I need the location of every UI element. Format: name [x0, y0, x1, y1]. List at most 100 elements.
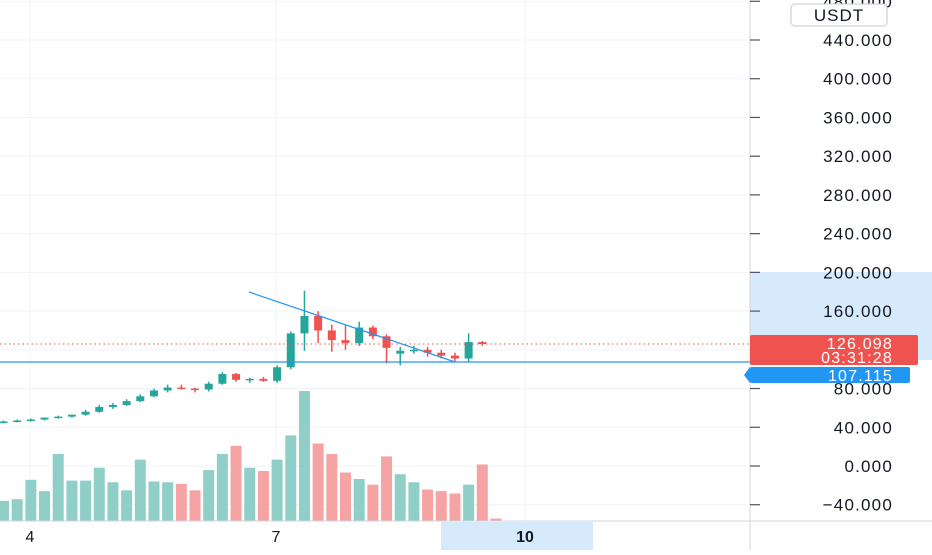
candle-body	[204, 383, 213, 390]
volume-bar	[230, 445, 242, 521]
volume-bar	[340, 472, 351, 521]
candle-body	[13, 420, 22, 422]
volume-bar	[408, 482, 420, 521]
time-axis-label: 4	[26, 529, 35, 546]
price-axis[interactable]: 480.000440.000400.000360.000320.000280.0…	[744, 0, 932, 550]
horizontal-line-value: 107.115	[828, 368, 893, 385]
candle-body	[163, 387, 172, 391]
horizontal-line-arrow	[744, 367, 750, 383]
volume-bar	[189, 490, 201, 521]
axis-tick-label: 160.000	[823, 302, 893, 321]
volume-bars	[0, 391, 502, 521]
axis-tick-label: 440.000	[823, 31, 893, 50]
candle-body	[136, 396, 145, 402]
candle-body	[259, 378, 268, 381]
currency-badge[interactable]: USDT	[790, 3, 888, 27]
volume-bar	[490, 518, 502, 521]
candle-body	[245, 378, 254, 381]
drawing-lines[interactable]	[0, 291, 750, 363]
volume-bar	[476, 464, 488, 521]
volume-bar	[203, 470, 215, 521]
axis-tick-label: 80.000	[834, 380, 893, 399]
volume-bar	[353, 479, 365, 521]
time-range-highlight	[441, 522, 593, 550]
volume-bar	[244, 467, 256, 521]
grid	[0, 0, 750, 521]
candle-body	[122, 401, 131, 406]
volume-bar	[367, 484, 379, 521]
volume-bar	[39, 491, 51, 521]
axis-tick-label: 240.000	[823, 225, 893, 244]
candle-body	[218, 374, 227, 384]
candle-body	[396, 350, 405, 354]
currency-label: USDT	[814, 6, 864, 25]
volume-bar	[435, 491, 447, 521]
volume-bar	[449, 493, 461, 521]
candle-body	[464, 342, 473, 359]
volume-bar	[148, 481, 160, 521]
volume-bar	[107, 482, 119, 521]
horizontal-line-box[interactable]	[750, 367, 910, 383]
candle-body	[382, 336, 391, 348]
volume-bar	[0, 500, 9, 521]
volume-bar	[298, 391, 310, 521]
axis-tick-label: 280.000	[823, 186, 893, 205]
time-axis[interactable]: 4 7 10	[0, 520, 932, 550]
axis-tick-label: 200.000	[823, 263, 893, 282]
candle-body	[478, 342, 487, 345]
axis-tick-label: 40.000	[834, 418, 893, 437]
volume-bar	[257, 470, 269, 521]
axis-tick-label: 360.000	[823, 108, 893, 127]
candle-body	[368, 327, 377, 337]
volume-bar	[312, 443, 324, 521]
volume-bar	[271, 459, 283, 521]
candle-body	[108, 405, 117, 407]
candles	[0, 290, 487, 424]
horizontal-line-label[interactable]: 107.115	[744, 367, 910, 385]
volume-bar	[326, 453, 338, 521]
candle-body	[0, 421, 8, 423]
volume-bar	[422, 489, 434, 521]
volume-bar	[66, 480, 78, 521]
currency-badge-box[interactable]	[790, 3, 888, 27]
volume-bar	[285, 435, 297, 521]
axis-tick-label: −40.000	[823, 496, 893, 515]
candle-body	[191, 388, 200, 391]
volume-bar	[11, 499, 23, 521]
axis-tick-label: 400.000	[823, 70, 893, 89]
volume-bar	[25, 479, 37, 521]
axis-tick-label: 320.000	[823, 147, 893, 166]
candle-body	[232, 374, 241, 380]
last-price-countdown: 03:31:28	[821, 350, 893, 367]
volume-bar	[162, 482, 174, 521]
volume-bar	[463, 484, 475, 521]
candle-body	[450, 355, 459, 359]
descending-trendline[interactable]	[248, 291, 456, 363]
volume-bar	[80, 480, 92, 521]
volume-bar	[52, 453, 64, 521]
axis-tick-label: 0.000	[844, 457, 893, 476]
volume-bar	[121, 490, 133, 521]
candle-body	[81, 411, 90, 415]
candle-body	[95, 406, 104, 412]
last-price-box	[750, 335, 918, 365]
time-axis-label: 7	[272, 529, 281, 546]
candle-body	[327, 330, 336, 341]
candle-body	[300, 315, 309, 334]
volume-bar	[216, 453, 228, 521]
candle-body	[409, 349, 418, 352]
candle-body	[286, 333, 295, 368]
candle-body	[314, 315, 323, 331]
candle-body	[26, 419, 35, 422]
candle-body	[177, 387, 186, 390]
candle-body	[67, 414, 76, 417]
candle-body	[273, 367, 282, 381]
volume-bar	[93, 467, 105, 521]
volume-bar	[381, 456, 393, 521]
time-axis-label: 10	[516, 529, 534, 546]
candle-body	[149, 390, 158, 397]
volume-bar	[175, 483, 187, 521]
